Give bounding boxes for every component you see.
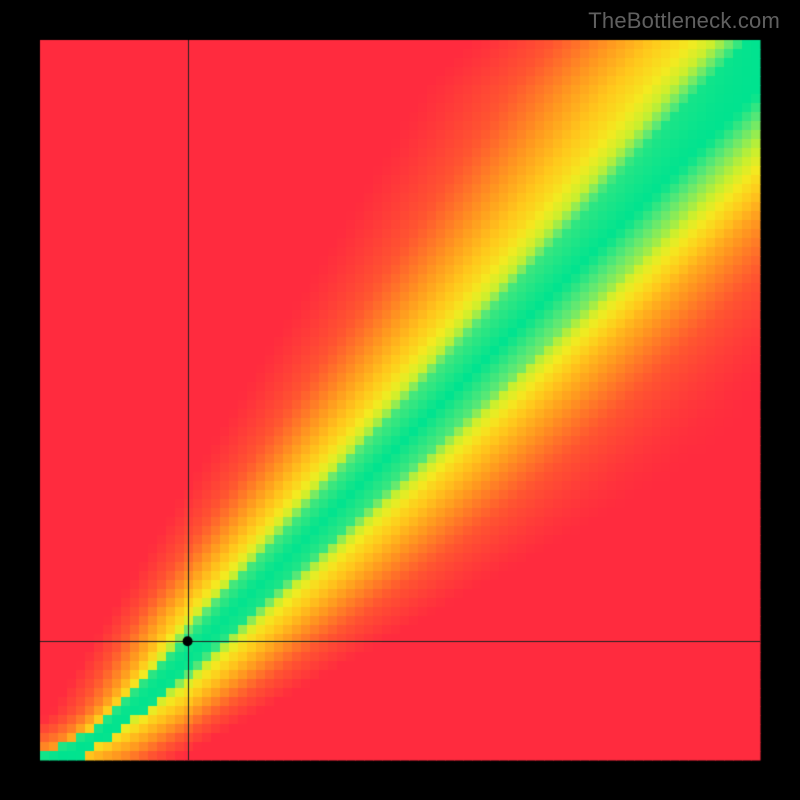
watermark-text: TheBottleneck.com <box>588 8 780 34</box>
heatmap-plot <box>0 0 800 800</box>
